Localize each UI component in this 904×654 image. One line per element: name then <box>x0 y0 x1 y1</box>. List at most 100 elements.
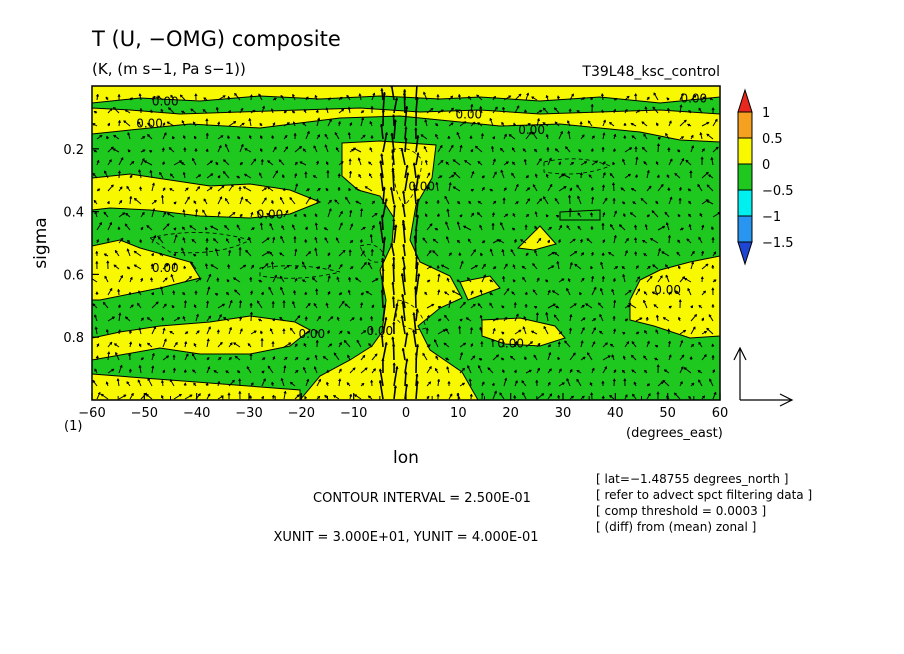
vector-arrowhead <box>556 95 561 99</box>
vector-arrowhead <box>613 108 617 112</box>
vector-arrowhead <box>378 379 383 384</box>
vector-arrowhead <box>636 331 640 335</box>
vector-arrowhead <box>440 264 445 268</box>
vector-arrowhead <box>164 277 168 281</box>
vector-arrowhead <box>280 377 284 381</box>
vector-arrowhead <box>322 356 327 360</box>
vector-arrowhead <box>311 277 316 281</box>
vector-arrowhead <box>263 197 267 201</box>
vector-arrowhead <box>238 299 243 303</box>
vector-arrowhead <box>103 253 108 257</box>
vector-arrowhead <box>343 339 348 344</box>
vector-arrowhead <box>581 395 585 399</box>
vector-arrowhead <box>304 226 309 230</box>
vector-arrowhead <box>317 187 321 192</box>
vector-arrowhead <box>324 237 328 241</box>
vector-arrowhead <box>245 198 249 203</box>
vector-arrowhead <box>602 211 606 216</box>
vector-arrowhead <box>339 330 343 334</box>
vector-arrowhead <box>459 144 463 148</box>
vector-arrowhead <box>648 185 652 189</box>
vector-arrowhead <box>527 123 531 127</box>
vector-arrowhead <box>708 314 712 318</box>
vector-arrowhead <box>481 175 485 179</box>
vector-arrowhead <box>489 117 493 121</box>
vector-arrowhead <box>590 103 594 107</box>
vector-arrowhead <box>577 195 581 199</box>
vector-arrowhead <box>133 250 137 254</box>
vector-arrowhead <box>622 201 626 205</box>
vector-arrowhead <box>564 340 568 344</box>
vector-arrowhead <box>337 186 341 190</box>
vector-arrowhead <box>414 127 418 131</box>
vector-arrowhead <box>182 292 186 296</box>
vector-arrowhead <box>501 340 506 344</box>
vector-arrowhead <box>267 365 271 369</box>
vector-arrowhead <box>173 252 177 257</box>
vector-arrowhead <box>665 222 670 226</box>
vector-arrowhead <box>146 225 150 229</box>
vector-arrowhead <box>504 377 508 381</box>
vector-arrowhead <box>468 95 472 100</box>
vector-arrowhead <box>362 226 366 231</box>
vector-arrowhead <box>513 238 518 242</box>
vector-arrowhead <box>489 248 493 252</box>
vector-arrowhead <box>667 187 671 191</box>
vector-arrowhead <box>601 146 605 150</box>
vector-arrowhead <box>304 395 308 400</box>
vector-arrowhead <box>280 94 284 99</box>
vector-arrowhead <box>380 214 384 218</box>
vector-arrowhead <box>238 390 242 394</box>
vector-arrowhead <box>461 382 466 386</box>
vector-arrowhead <box>693 314 698 318</box>
vector-arrowhead <box>581 277 585 282</box>
vector-arrowhead <box>612 328 617 332</box>
vector-arrowhead <box>566 120 571 124</box>
vector-arrowhead <box>646 96 650 100</box>
vector-arrowhead <box>535 312 540 315</box>
vector-arrowhead <box>431 303 435 307</box>
vector-arrowhead <box>229 299 233 304</box>
vector-arrowhead <box>599 313 603 318</box>
vector-arrowhead <box>150 109 154 113</box>
vector-arrowhead <box>663 369 668 373</box>
vector-arrowhead <box>349 209 353 213</box>
vector-arrowhead <box>416 174 420 178</box>
vector-arrowhead <box>237 370 241 374</box>
contour-labels: 0.00 0.00 0.00 0.00 0.00 0.00 0.00 0.00 0.00 0.00… <box>136 92 707 351</box>
vector-arrowhead <box>589 212 594 216</box>
vector-arrowhead <box>123 394 127 398</box>
vector-arrowhead <box>138 169 142 173</box>
vector-arrowhead <box>166 121 170 125</box>
vector-arrowhead <box>412 329 416 333</box>
vector-arrowhead <box>636 109 641 113</box>
vector-arrowhead <box>279 252 283 256</box>
colorbar-label: −1 <box>762 210 781 225</box>
colorbar: 1 0.5 0 −0.5 −1 −1.5 <box>737 88 794 266</box>
vector-arrowhead <box>394 97 399 101</box>
vector-arrowhead <box>655 314 660 318</box>
vector-arrowhead <box>117 170 122 174</box>
vector-arrowhead <box>594 160 599 164</box>
vector-arrowhead <box>492 95 496 100</box>
vector-arrowhead <box>145 393 150 398</box>
vector-arrowhead <box>611 288 615 292</box>
vector-arrowhead <box>630 354 635 359</box>
vector-arrowhead <box>474 145 479 150</box>
vector-arrowhead <box>160 108 164 112</box>
vector-arrowhead <box>395 302 399 307</box>
vector-arrowhead <box>472 355 476 359</box>
vector-arrowhead <box>239 328 243 332</box>
vector-arrowhead <box>390 132 394 136</box>
vector-arrowhead <box>590 251 595 255</box>
vector-arrowhead <box>370 134 374 138</box>
vector-arrowhead <box>354 394 358 398</box>
vector-arrowhead <box>451 174 455 178</box>
vector-arrowhead <box>469 135 473 139</box>
vector-arrow <box>415 174 420 192</box>
vector-arrowhead <box>535 379 539 383</box>
vector-arrowhead <box>578 149 582 153</box>
vector-arrowhead <box>316 395 321 400</box>
vector-arrowhead <box>428 265 432 269</box>
vector-arrowhead <box>553 252 558 256</box>
